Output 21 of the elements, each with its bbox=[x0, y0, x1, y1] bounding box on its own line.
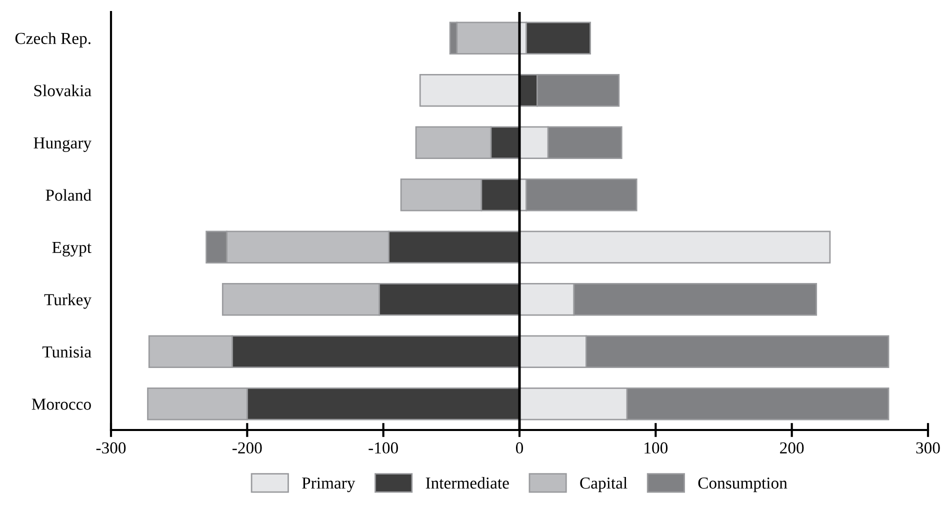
y-tick-label: Slovakia bbox=[34, 84, 92, 96]
y-tick-label: Hungary bbox=[34, 137, 92, 152]
legend-label: Primary bbox=[302, 477, 356, 492]
x-tick-label: -100 bbox=[368, 442, 398, 454]
legend-label: Capital bbox=[580, 476, 628, 492]
bar bbox=[518, 230, 831, 264]
legend-label: Intermediate bbox=[426, 476, 509, 489]
y-tick-label: Turkey bbox=[44, 294, 92, 309]
x-tick-label: 300 bbox=[916, 442, 940, 454]
y-tick-label: Czech Rep. bbox=[15, 32, 90, 48]
bar bbox=[419, 74, 520, 107]
y-tick-label: Tunisia bbox=[42, 346, 92, 358]
x-tick-label: 0 bbox=[516, 442, 524, 454]
x-tick-label: -200 bbox=[232, 442, 262, 454]
y-tick-label: Poland bbox=[46, 189, 92, 201]
y-tick-label: Egypt bbox=[52, 242, 92, 256]
x-tick-label: 200 bbox=[780, 442, 804, 454]
x-tick-label: 100 bbox=[644, 442, 668, 454]
legend-label: Consumption bbox=[698, 477, 788, 492]
y-tick-label: Morocco bbox=[32, 398, 91, 410]
x-tick-label: -300 bbox=[96, 442, 126, 454]
